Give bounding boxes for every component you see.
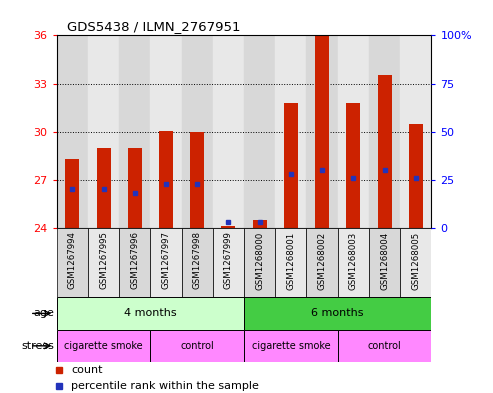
Text: GSM1267999: GSM1267999 [224,231,233,289]
Bar [65,159,79,228]
Text: GSM1267994: GSM1267994 [68,231,77,289]
Bar [400,35,431,228]
Text: GSM1267995: GSM1267995 [99,231,108,289]
Bar [275,35,307,228]
Bar [369,35,400,228]
Text: GSM1268003: GSM1268003 [349,231,358,290]
Text: GSM1268005: GSM1268005 [411,231,420,290]
Bar [409,124,423,228]
Bar [57,228,88,297]
Bar [181,35,213,228]
Bar [119,35,150,228]
Text: stress: stress [21,341,54,351]
Bar [338,330,431,362]
Text: cigarette smoke: cigarette smoke [251,341,330,351]
Bar [284,103,298,228]
Bar [213,228,244,297]
Bar [252,220,267,228]
Bar [57,297,244,330]
Text: GSM1267997: GSM1267997 [162,231,171,289]
Bar [338,35,369,228]
Bar [97,148,110,228]
Bar [150,35,181,228]
Bar [213,35,244,228]
Bar [88,35,119,228]
Text: count: count [71,365,103,375]
Bar [190,132,204,228]
Bar [244,35,275,228]
Text: control: control [180,341,214,351]
Bar [307,228,338,297]
Bar [244,228,275,297]
Bar [159,131,173,228]
Bar [275,228,307,297]
Bar [221,226,236,228]
Bar [244,330,338,362]
Text: 4 months: 4 months [124,309,176,318]
Bar [369,228,400,297]
Bar [57,35,88,228]
Text: GSM1267996: GSM1267996 [130,231,139,289]
Text: GSM1268000: GSM1268000 [255,231,264,290]
Text: control: control [368,341,401,351]
Text: percentile rank within the sample: percentile rank within the sample [71,381,259,391]
Text: GDS5438 / ILMN_2767951: GDS5438 / ILMN_2767951 [67,20,240,33]
Bar [150,228,181,297]
Bar [150,330,244,362]
Bar [315,35,329,228]
Bar [57,330,150,362]
Bar [128,148,142,228]
Bar [88,228,119,297]
Bar [400,228,431,297]
Text: GSM1268002: GSM1268002 [317,231,326,290]
Bar [338,228,369,297]
Bar [346,103,360,228]
Text: age: age [34,309,54,318]
Bar [181,228,213,297]
Bar [307,35,338,228]
Text: cigarette smoke: cigarette smoke [64,341,143,351]
Bar [119,228,150,297]
Bar [244,297,431,330]
Bar [378,75,391,228]
Text: 6 months: 6 months [312,309,364,318]
Text: GSM1268001: GSM1268001 [286,231,295,290]
Text: GSM1268004: GSM1268004 [380,231,389,290]
Text: GSM1267998: GSM1267998 [193,231,202,289]
